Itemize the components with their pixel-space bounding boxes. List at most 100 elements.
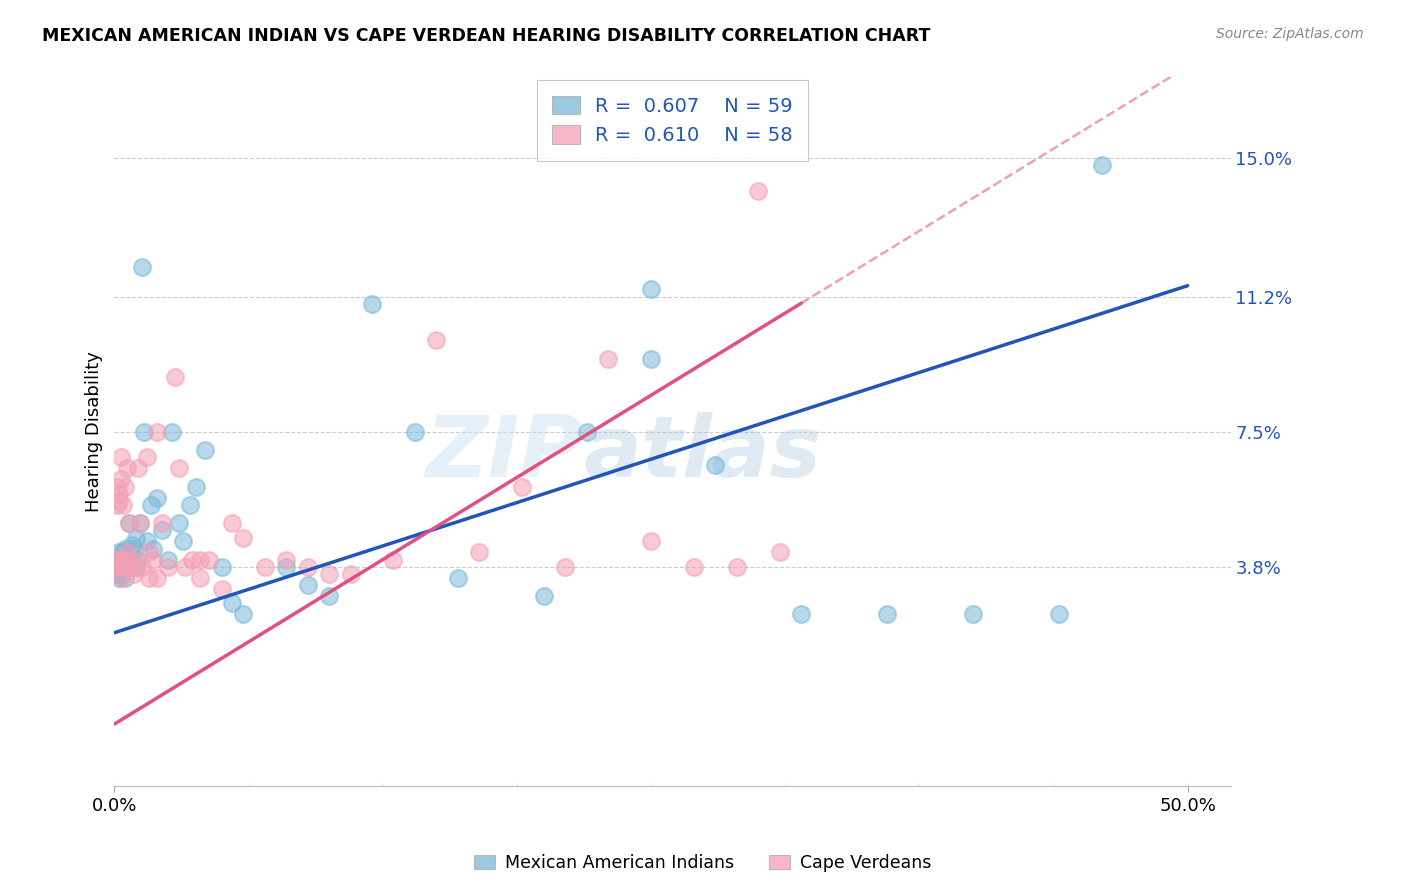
Point	[107, 545, 129, 559]
Point	[122, 541, 145, 556]
Point	[425, 334, 447, 348]
Point	[167, 461, 190, 475]
Point	[146, 571, 169, 585]
Point	[121, 552, 143, 566]
Point	[127, 461, 149, 475]
Point	[111, 564, 134, 578]
Legend: R =  0.607    N = 59, R =  0.610    N = 58: R = 0.607 N = 59, R = 0.610 N = 58	[537, 80, 808, 161]
Point	[114, 552, 136, 566]
Point	[111, 498, 134, 512]
Point	[125, 560, 148, 574]
Point	[150, 524, 173, 538]
Point	[111, 545, 134, 559]
Point	[640, 534, 662, 549]
Point	[174, 560, 197, 574]
Point	[107, 487, 129, 501]
Point	[118, 560, 141, 574]
Point	[121, 552, 143, 566]
Point	[105, 498, 128, 512]
Point	[221, 516, 243, 530]
Point	[318, 567, 340, 582]
Y-axis label: Hearing Disability: Hearing Disability	[86, 351, 103, 512]
Point	[114, 480, 136, 494]
Point	[121, 538, 143, 552]
Point	[447, 571, 470, 585]
Point	[533, 589, 555, 603]
Point	[554, 560, 576, 574]
Point	[683, 560, 706, 574]
Point	[107, 560, 129, 574]
Point	[110, 450, 132, 465]
Point	[188, 571, 211, 585]
Point	[361, 297, 384, 311]
Point	[117, 545, 139, 559]
Point	[157, 560, 180, 574]
Point	[117, 545, 139, 559]
Point	[211, 560, 233, 574]
Point	[105, 552, 128, 566]
Point	[125, 560, 148, 574]
Point	[382, 552, 405, 566]
Point	[146, 491, 169, 505]
Point	[188, 552, 211, 566]
Point	[138, 545, 160, 559]
Point	[276, 560, 298, 574]
Point	[150, 516, 173, 530]
Point	[276, 552, 298, 566]
Point	[211, 582, 233, 596]
Text: MEXICAN AMERICAN INDIAN VS CAPE VERDEAN HEARING DISABILITY CORRELATION CHART: MEXICAN AMERICAN INDIAN VS CAPE VERDEAN …	[42, 27, 931, 45]
Point	[1047, 607, 1070, 622]
Point	[297, 560, 319, 574]
Point	[110, 567, 132, 582]
Point	[129, 516, 152, 530]
Point	[138, 571, 160, 585]
Point	[131, 560, 153, 574]
Point	[162, 425, 184, 439]
Point	[135, 450, 157, 465]
Point	[146, 425, 169, 439]
Point	[111, 560, 134, 574]
Point	[129, 516, 152, 530]
Point	[179, 498, 201, 512]
Point	[134, 425, 156, 439]
Point	[117, 552, 139, 566]
Point	[114, 560, 136, 574]
Text: ZIP: ZIP	[426, 411, 583, 494]
Point	[232, 607, 254, 622]
Point	[117, 461, 139, 475]
Point	[142, 541, 165, 556]
Point	[575, 425, 598, 439]
Point	[172, 534, 194, 549]
Point	[127, 552, 149, 566]
Point	[118, 516, 141, 530]
Point	[105, 480, 128, 494]
Point	[876, 607, 898, 622]
Point	[725, 560, 748, 574]
Point	[105, 560, 128, 574]
Point	[110, 571, 132, 585]
Point	[221, 597, 243, 611]
Point	[297, 578, 319, 592]
Point	[962, 607, 984, 622]
Point	[107, 571, 129, 585]
Point	[339, 567, 361, 582]
Point	[1091, 158, 1114, 172]
Text: Source: ZipAtlas.com: Source: ZipAtlas.com	[1216, 27, 1364, 41]
Point	[135, 534, 157, 549]
Point	[110, 552, 132, 566]
Point	[163, 370, 186, 384]
Point	[105, 560, 128, 574]
Point	[640, 351, 662, 366]
Point	[193, 443, 215, 458]
Point	[198, 552, 221, 566]
Point	[107, 552, 129, 566]
Point	[510, 480, 533, 494]
Point	[253, 560, 276, 574]
Point	[747, 184, 769, 198]
Point	[125, 531, 148, 545]
Point	[598, 351, 620, 366]
Point	[318, 589, 340, 603]
Point	[110, 560, 132, 574]
Point	[110, 472, 132, 486]
Point	[122, 567, 145, 582]
